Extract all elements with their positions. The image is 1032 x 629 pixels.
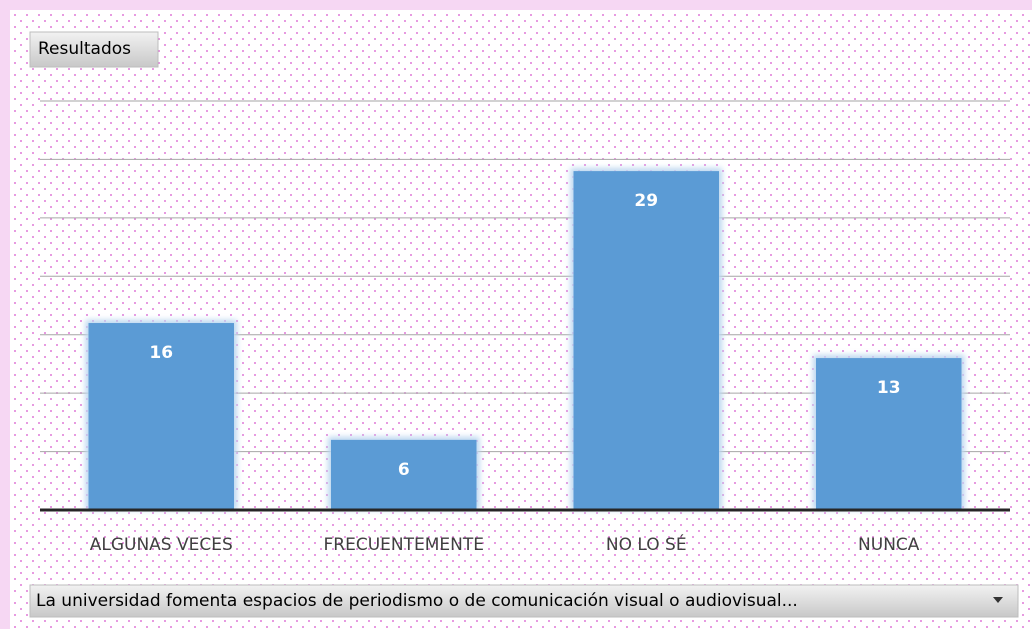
field-button-label: Resultados <box>38 39 131 59</box>
data-label: 29 <box>634 191 658 211</box>
filter-button-label: La universidad fomenta espacios de perio… <box>36 591 798 611</box>
data-label: 16 <box>149 343 173 363</box>
x-tick-label: NO LO SÉ <box>606 533 687 555</box>
x-tick-label: NUNCA <box>858 535 920 555</box>
dropdown-arrow[interactable] <box>993 597 1003 603</box>
bar <box>331 439 477 510</box>
bar <box>88 323 234 510</box>
x-tick-label: FRECUENTEMENTE <box>324 535 484 555</box>
bar <box>573 171 719 510</box>
bar <box>816 358 962 510</box>
chart-area <box>10 10 1032 629</box>
filter-button[interactable] <box>29 584 1019 618</box>
x-tick-label: ALGUNAS VECES <box>90 535 233 555</box>
field-button[interactable] <box>29 31 159 68</box>
plot-area: ALGUNAS VECES 16 FRECUENTEMENTE 6 NO LO SÉ 29… <box>40 100 1010 555</box>
data-label: 13 <box>877 378 901 398</box>
data-label: 6 <box>398 460 410 480</box>
